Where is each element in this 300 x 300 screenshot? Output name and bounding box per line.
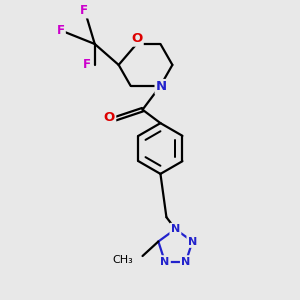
Text: F: F xyxy=(80,4,88,17)
Text: CH₃: CH₃ xyxy=(113,256,134,266)
Text: F: F xyxy=(82,58,90,71)
Text: N: N xyxy=(171,224,180,234)
Text: O: O xyxy=(131,32,142,45)
Text: N: N xyxy=(188,236,197,247)
Text: N: N xyxy=(160,256,170,266)
Text: O: O xyxy=(103,111,115,124)
Text: N: N xyxy=(156,80,167,94)
Text: N: N xyxy=(181,256,190,266)
Text: F: F xyxy=(56,24,64,37)
